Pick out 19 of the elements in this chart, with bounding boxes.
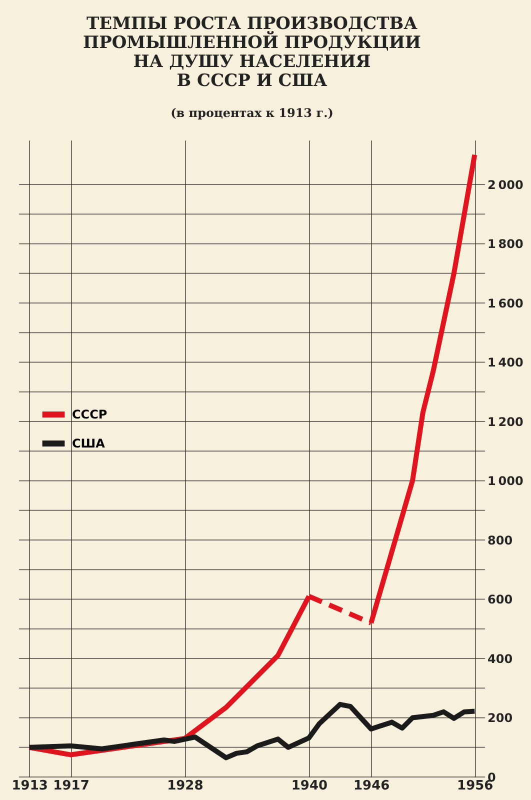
- legend-label: США: [72, 436, 106, 450]
- x-tick-label: 1913: [12, 778, 48, 794]
- x-tick-label: 1940: [291, 778, 328, 794]
- x-tick-label: 1946: [353, 778, 390, 794]
- chart-title: ТЕМПЫ РОСТА ПРОИЗВОДСТВА ПРОМЫШЛЕННОЙ ПРОДУКЦИИ НА ДУШУ НАСЕЛЕНИЯ В СССР И США: [83, 14, 421, 91]
- legend-label: СССР: [72, 408, 108, 422]
- y-tick-label: 200: [488, 711, 513, 726]
- y-tick-label: 1 200: [488, 414, 524, 429]
- x-tick-label: 1917: [53, 778, 90, 794]
- y-tick-label: 1 600: [488, 296, 524, 310]
- chart-subtitle: (в процентах к 1913 г.): [170, 106, 334, 120]
- y-tick-label: 600: [488, 592, 513, 607]
- y-tick-label: 1 000: [488, 474, 524, 488]
- y-tick-label: 1 800: [488, 237, 524, 252]
- y-tick-label: 2 000: [488, 178, 524, 192]
- x-tick-label: 1928: [167, 778, 204, 794]
- y-tick-label: 800: [488, 533, 513, 548]
- y-tick-label: 400: [488, 652, 513, 666]
- y-tick-label: 1 400: [488, 356, 524, 370]
